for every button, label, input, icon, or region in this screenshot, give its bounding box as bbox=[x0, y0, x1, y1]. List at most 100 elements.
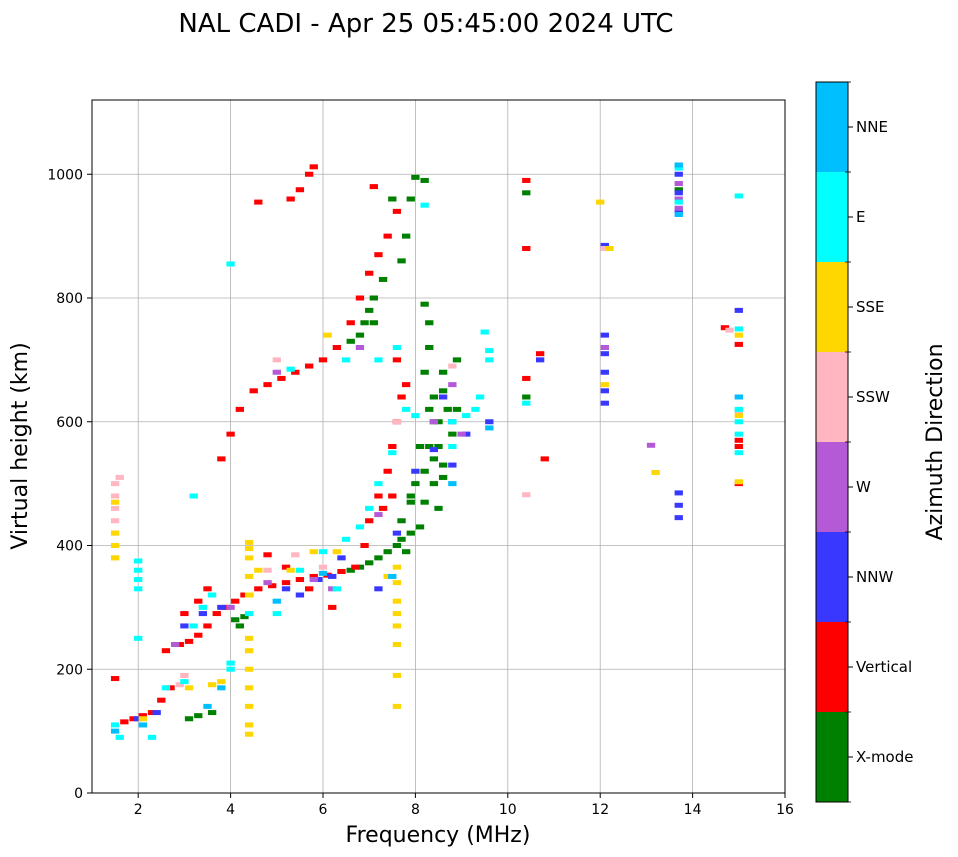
data-point bbox=[734, 341, 743, 347]
data-point bbox=[600, 388, 609, 394]
data-point bbox=[254, 586, 263, 592]
data-point bbox=[318, 357, 328, 363]
x-tick-label: 6 bbox=[319, 802, 328, 818]
data-point bbox=[406, 196, 415, 202]
data-point bbox=[462, 413, 471, 419]
data-point bbox=[452, 357, 462, 363]
data-point bbox=[434, 444, 443, 449]
data-point bbox=[374, 481, 383, 487]
data-point bbox=[443, 406, 452, 412]
data-point bbox=[110, 530, 120, 536]
series-nnw bbox=[134, 171, 743, 722]
data-point bbox=[272, 611, 281, 617]
y-tick-label: 0 bbox=[74, 786, 83, 802]
data-point bbox=[448, 431, 457, 437]
colorbar-segment bbox=[816, 622, 848, 712]
data-point bbox=[674, 187, 683, 193]
data-point bbox=[110, 499, 120, 505]
data-point bbox=[365, 518, 374, 524]
colorbar-segment bbox=[816, 352, 848, 442]
data-point bbox=[166, 685, 175, 691]
data-point bbox=[346, 567, 355, 573]
data-point bbox=[383, 573, 392, 579]
data-point bbox=[355, 295, 365, 301]
data-point bbox=[452, 406, 462, 412]
data-point bbox=[369, 320, 378, 326]
data-point bbox=[397, 536, 406, 542]
data-point bbox=[646, 442, 656, 448]
data-point bbox=[291, 552, 300, 558]
data-point bbox=[734, 444, 743, 449]
colorbar-segment bbox=[816, 262, 848, 352]
data-point bbox=[674, 205, 683, 211]
data-point bbox=[175, 682, 184, 688]
data-point bbox=[397, 394, 406, 400]
data-point bbox=[600, 351, 609, 357]
data-point bbox=[147, 710, 157, 716]
data-point bbox=[674, 165, 683, 171]
data-point bbox=[263, 580, 272, 586]
data-point bbox=[268, 583, 277, 589]
data-point bbox=[438, 462, 448, 468]
data-point bbox=[365, 270, 374, 276]
data-point bbox=[281, 564, 291, 570]
data-point bbox=[365, 307, 374, 313]
data-point bbox=[194, 713, 203, 719]
data-point bbox=[734, 437, 743, 443]
data-point bbox=[411, 413, 420, 419]
data-point bbox=[674, 171, 683, 177]
data-point bbox=[596, 199, 605, 205]
data-point bbox=[110, 543, 120, 548]
data-point bbox=[180, 672, 189, 678]
series-sse bbox=[110, 199, 743, 737]
data-point bbox=[318, 570, 328, 576]
data-point bbox=[295, 187, 305, 193]
data-point bbox=[217, 679, 226, 685]
data-point bbox=[272, 357, 281, 363]
x-tick-label: 12 bbox=[591, 802, 609, 818]
data-point bbox=[425, 406, 434, 412]
data-point bbox=[138, 716, 147, 722]
data-point bbox=[674, 502, 683, 508]
data-point bbox=[217, 685, 226, 691]
data-point bbox=[254, 199, 263, 205]
y-tick-label: 400 bbox=[56, 539, 83, 555]
colorbar-label-nne: NNE bbox=[856, 118, 888, 136]
data-point bbox=[295, 567, 305, 573]
data-point bbox=[286, 567, 295, 573]
data-point bbox=[734, 307, 743, 313]
data-point bbox=[244, 666, 254, 672]
data-point bbox=[600, 400, 609, 406]
data-point bbox=[291, 369, 300, 375]
data-point bbox=[485, 348, 494, 354]
colorbar-segment bbox=[816, 172, 848, 262]
data-point bbox=[198, 604, 208, 610]
data-point bbox=[332, 549, 342, 555]
data-point bbox=[674, 196, 683, 202]
data-point bbox=[355, 345, 365, 350]
data-point bbox=[138, 722, 147, 728]
data-point bbox=[674, 515, 683, 521]
data-point bbox=[383, 468, 392, 474]
data-point bbox=[734, 479, 743, 485]
colorbar-label-vertical: Vertical bbox=[856, 658, 912, 676]
data-point bbox=[402, 549, 411, 555]
y-axis-ticks: 0 200 400 600 800 1000 bbox=[47, 167, 92, 802]
colorbar-frame bbox=[815, 81, 849, 803]
data-point bbox=[309, 164, 318, 170]
data-points bbox=[110, 162, 743, 740]
data-point bbox=[309, 549, 318, 555]
data-point bbox=[522, 375, 531, 381]
data-point bbox=[462, 431, 471, 437]
data-point bbox=[235, 623, 244, 629]
data-point bbox=[600, 345, 609, 350]
colorbar-segment bbox=[816, 82, 848, 172]
data-point bbox=[328, 604, 337, 610]
data-point bbox=[244, 703, 254, 709]
data-point bbox=[161, 685, 171, 691]
x-axis-ticks: 2 4 6 8 10 12 14 16 bbox=[134, 793, 794, 818]
data-point bbox=[365, 505, 374, 511]
series-vertical bbox=[110, 164, 743, 725]
data-point bbox=[522, 246, 531, 251]
